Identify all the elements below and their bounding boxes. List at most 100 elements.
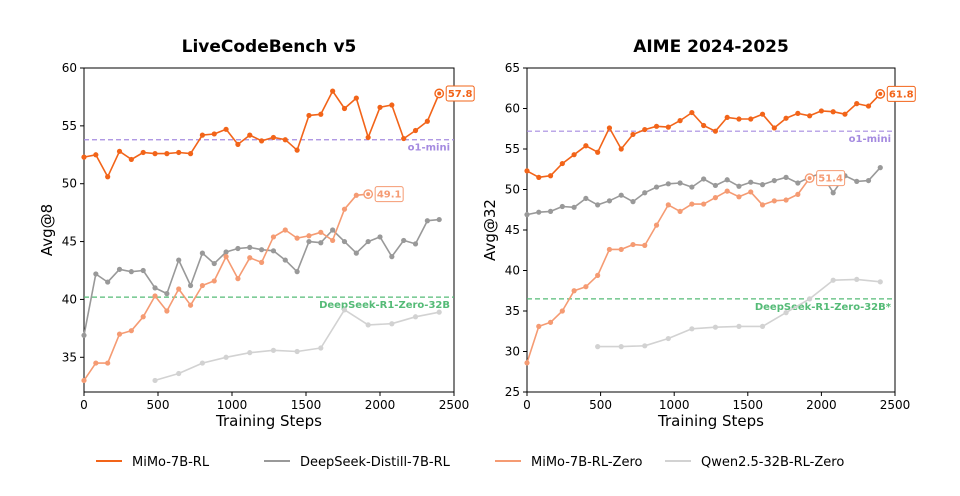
data-point bbox=[176, 149, 182, 156]
data-point bbox=[330, 88, 336, 94]
data-point bbox=[524, 360, 530, 366]
data-point bbox=[223, 354, 229, 360]
data-point bbox=[689, 184, 695, 190]
data-point bbox=[830, 109, 836, 115]
data-point bbox=[152, 285, 158, 291]
legend-label: Qwen2.5-32B-RL-Zero bbox=[701, 455, 844, 470]
final-value-box bbox=[886, 85, 916, 102]
data-point bbox=[176, 286, 182, 292]
data-point bbox=[247, 350, 253, 356]
y-tick-label: 25 bbox=[505, 385, 520, 399]
data-point bbox=[877, 165, 883, 171]
y-tick-label: 60 bbox=[62, 61, 77, 75]
data-point bbox=[341, 307, 348, 313]
reference-label-deepseek-r1-zero-32b: DeepSeek-R1-Zero-32B* bbox=[755, 302, 892, 313]
data-point bbox=[842, 111, 848, 117]
data-point bbox=[547, 319, 554, 325]
x-tick-label: 1000 bbox=[217, 398, 248, 412]
data-point bbox=[618, 146, 624, 152]
data-point bbox=[294, 348, 300, 355]
series-line bbox=[83, 218, 440, 336]
data-point bbox=[412, 127, 419, 134]
data-point bbox=[724, 188, 730, 194]
series-mimo-7b-rl-zero: 51.4 bbox=[524, 170, 846, 366]
reference-label-deepseek-r1-zero-32b: DeepSeek-R1-Zero-32B bbox=[319, 300, 450, 311]
data-point bbox=[665, 124, 671, 130]
data-point bbox=[736, 183, 742, 189]
y-tick-label: 40 bbox=[505, 264, 520, 278]
legend-item-qwen2-5-32b-rl-zero: Qwen2.5-32B-RL-Zero bbox=[665, 455, 844, 470]
data-point bbox=[199, 250, 205, 256]
data-point bbox=[128, 269, 134, 275]
data-point bbox=[270, 134, 277, 141]
y-axis-label: Avg@8 bbox=[38, 204, 56, 256]
data-point bbox=[854, 178, 860, 184]
x-tick-label: 0 bbox=[523, 398, 531, 412]
data-point bbox=[759, 323, 766, 329]
data-point bbox=[595, 202, 601, 208]
data-point bbox=[105, 279, 111, 285]
data-point bbox=[595, 149, 601, 155]
data-point bbox=[105, 174, 111, 180]
data-point bbox=[282, 257, 288, 263]
final-value-label: 61.8 bbox=[889, 89, 914, 100]
data-point bbox=[712, 324, 719, 330]
data-point bbox=[642, 190, 648, 196]
series-line bbox=[526, 93, 881, 179]
data-point bbox=[187, 302, 194, 308]
legend: MiMo-7B-RL DeepSeek-Distill-7B-RL MiMo-7B-… bbox=[96, 455, 844, 470]
data-point bbox=[665, 202, 671, 208]
data-point bbox=[365, 134, 371, 141]
data-point bbox=[701, 201, 707, 207]
y-tick-label: 50 bbox=[62, 177, 77, 191]
final-point-dot bbox=[437, 91, 442, 96]
data-point bbox=[294, 235, 300, 241]
data-point bbox=[559, 308, 565, 314]
data-point bbox=[353, 250, 359, 256]
data-point bbox=[306, 238, 312, 245]
data-point bbox=[223, 126, 229, 132]
data-point bbox=[164, 151, 170, 157]
y-tick-label: 40 bbox=[62, 292, 77, 306]
data-point bbox=[771, 125, 777, 131]
data-point bbox=[389, 102, 395, 108]
x-tick-label: 1000 bbox=[659, 398, 690, 412]
final-value-label: 57.8 bbox=[448, 89, 473, 100]
data-point bbox=[140, 314, 146, 320]
data-point bbox=[642, 242, 648, 248]
data-point bbox=[536, 323, 542, 329]
data-point bbox=[389, 254, 395, 260]
data-point bbox=[341, 238, 348, 245]
data-point bbox=[665, 181, 671, 187]
data-point bbox=[128, 328, 134, 334]
data-point bbox=[854, 101, 860, 107]
data-point bbox=[618, 246, 624, 253]
final-value-box bbox=[374, 186, 404, 203]
data-point bbox=[559, 203, 565, 210]
data-point bbox=[689, 109, 695, 116]
data-point bbox=[571, 152, 577, 158]
data-point bbox=[583, 143, 589, 149]
y-tick-label: 55 bbox=[505, 142, 520, 156]
data-point bbox=[235, 245, 241, 252]
data-point bbox=[547, 208, 554, 214]
data-point bbox=[436, 216, 442, 223]
data-point bbox=[247, 255, 253, 261]
y-tick-label: 60 bbox=[505, 102, 520, 116]
data-point bbox=[294, 269, 300, 275]
data-point bbox=[199, 132, 205, 138]
data-point bbox=[865, 103, 872, 109]
data-point bbox=[736, 116, 742, 122]
data-point bbox=[259, 247, 265, 253]
data-point bbox=[152, 293, 158, 299]
data-point bbox=[759, 182, 766, 188]
data-point bbox=[595, 344, 601, 350]
data-point bbox=[583, 195, 589, 202]
data-point bbox=[536, 209, 542, 215]
chart-title: LiveCodeBench v5 bbox=[182, 37, 357, 57]
plot-frame bbox=[526, 67, 896, 393]
data-point bbox=[93, 152, 99, 158]
data-point bbox=[783, 310, 789, 316]
series-line bbox=[154, 308, 440, 382]
reference-label-o1-mini: o1-mini bbox=[408, 143, 450, 154]
